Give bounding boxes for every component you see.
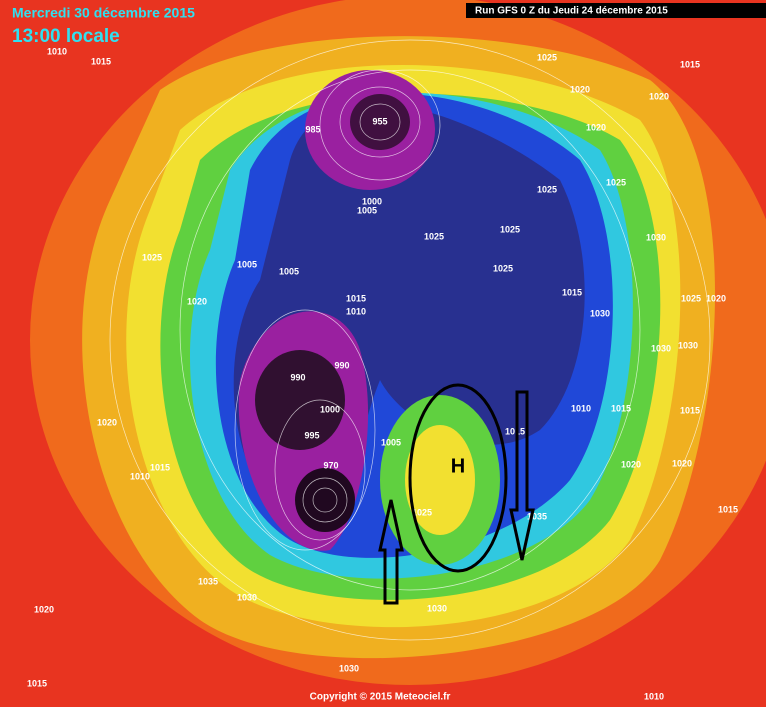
run-box xyxy=(466,3,766,18)
isobar-label: 1000 xyxy=(362,196,382,206)
isobar-label: 1005 xyxy=(357,205,377,215)
isobar-label: 990 xyxy=(290,372,305,382)
isobar-label: 1010 xyxy=(346,306,366,316)
isobar xyxy=(179,69,641,591)
isobar-label: 1005 xyxy=(381,437,401,447)
isobar-label: 1035 xyxy=(527,511,547,521)
arrow-up xyxy=(378,499,404,605)
isobar xyxy=(339,86,421,158)
isobar-label: 1005 xyxy=(279,266,299,276)
isobar-label: 1030 xyxy=(237,592,257,602)
isobar-label: 1015 xyxy=(150,462,170,472)
isobar-label: 1020 xyxy=(34,604,54,614)
isobar-label: 1030 xyxy=(646,232,666,242)
isobar-label: 1030 xyxy=(339,663,359,673)
isobar-label: 1000 xyxy=(320,404,340,414)
high-marker: H xyxy=(451,455,465,477)
isobar-label: 955 xyxy=(372,116,387,126)
isobar-label: 1015 xyxy=(91,56,111,66)
isobar xyxy=(302,477,348,523)
isobar-label: 1020 xyxy=(586,122,606,132)
isobar xyxy=(274,399,366,541)
isobar-label: 1025 xyxy=(606,177,626,187)
isobar-label: 1020 xyxy=(706,293,726,303)
isobar-label: 1020 xyxy=(672,458,692,468)
isobar-label: 1025 xyxy=(537,184,557,194)
isobar-label: 1015 xyxy=(611,403,631,413)
highlight-ellipse xyxy=(408,383,508,573)
isobar-label: 990 xyxy=(334,360,349,370)
isobar-label: 1030 xyxy=(427,603,447,613)
isobar-label: 985 xyxy=(305,124,320,134)
zone-high-yellow xyxy=(405,425,475,535)
copyright: Copyright © 2015 Meteociel.fr xyxy=(310,692,451,703)
isobar-label: 1030 xyxy=(678,340,698,350)
isobar-label: 1020 xyxy=(621,459,641,469)
map-date: Mercredi 30 décembre 2015 xyxy=(12,5,195,21)
isobar-label: 1020 xyxy=(649,91,669,101)
isobar-label: 1025 xyxy=(537,52,557,62)
isobar-label: 1010 xyxy=(47,46,67,56)
run-info: Run GFS 0 Z du Jeudi 24 décembre 2015 xyxy=(475,6,668,17)
isobar-label: 1005 xyxy=(237,259,257,269)
isobar-label: 1035 xyxy=(198,576,218,586)
isobar-label: 1030 xyxy=(590,308,610,318)
isobar-label: 1025 xyxy=(681,293,701,303)
isobar-label: 1030 xyxy=(651,343,671,353)
isobar-label: 1020 xyxy=(97,417,117,427)
isobar xyxy=(359,103,401,141)
isobar-label: 1010 xyxy=(571,403,591,413)
isobar-label: 1015 xyxy=(346,293,366,303)
isobar-label: 1015 xyxy=(680,59,700,69)
arrow-down xyxy=(509,390,535,561)
isobar-label: 1015 xyxy=(27,678,47,688)
isobar-label: 1015 xyxy=(680,405,700,415)
isobar-label: 1015 xyxy=(505,426,525,436)
isobar-label: 970 xyxy=(323,460,338,470)
isobar-label: 1025 xyxy=(142,252,162,262)
isobar-label: 1025 xyxy=(500,224,520,234)
isobar xyxy=(319,69,441,181)
low-north-core xyxy=(350,94,410,150)
isobar-label: 1015 xyxy=(562,287,582,297)
low-atlantic-core2 xyxy=(295,468,355,532)
isobar-label: 1015 xyxy=(718,504,738,514)
isobar xyxy=(234,309,376,551)
isobar-label: 1025 xyxy=(424,231,444,241)
isobar-label: 1025 xyxy=(412,507,432,517)
isobar-label: 1020 xyxy=(570,84,590,94)
isobar-label: 995 xyxy=(304,430,319,440)
isobar-label: 1010 xyxy=(130,471,150,481)
isobar-label: 1020 xyxy=(187,296,207,306)
isobar-label: 1010 xyxy=(644,691,664,701)
isobar-label: 1025 xyxy=(493,263,513,273)
isobar xyxy=(109,39,711,641)
isobar xyxy=(312,487,338,513)
isobars xyxy=(109,39,711,641)
low-atlantic-core xyxy=(255,350,345,450)
map-time: 13:00 locale xyxy=(12,26,120,47)
